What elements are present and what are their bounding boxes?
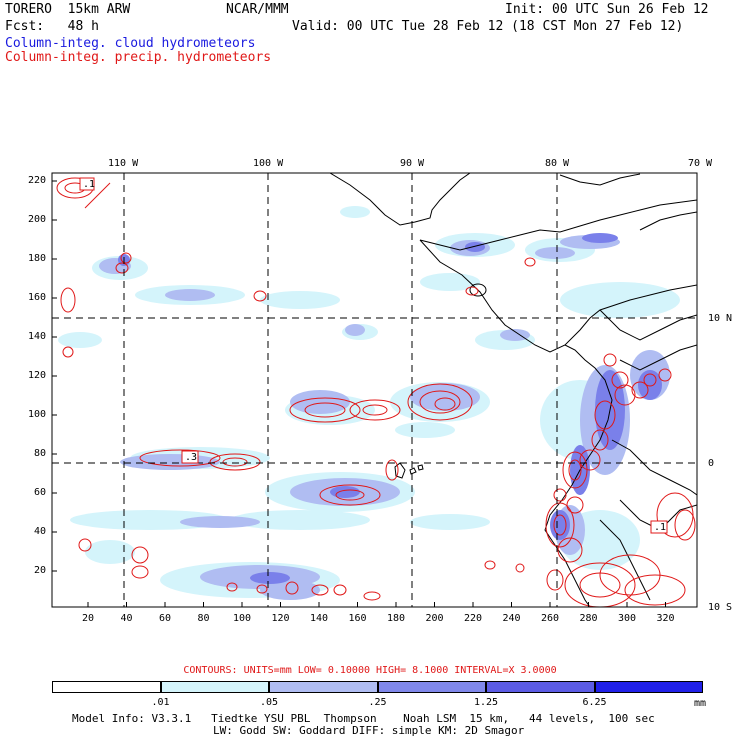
color-bar-tick-label: .01 — [151, 697, 170, 708]
y-tick-label: 40 — [34, 526, 47, 537]
y-tick-label: 80 — [34, 448, 47, 459]
valid-time: Valid: 00 UTC Tue 28 Feb 12 (18 CST Mon … — [292, 19, 684, 34]
color-bar-segment — [486, 681, 595, 693]
lat-label-0: 0 — [708, 458, 715, 469]
contour-label-boxes — [79, 177, 668, 534]
x-tick-label: 80 — [197, 613, 210, 624]
forecast-map — [51, 172, 698, 608]
color-bar-tick-label: .25 — [368, 697, 387, 708]
color-bar-segment — [52, 681, 161, 693]
cloud-hydrometeor-shading — [58, 206, 680, 600]
y-tick-label: 120 — [28, 370, 47, 381]
y-tick-label: 220 — [28, 175, 47, 186]
y-tick-label: 140 — [28, 331, 47, 342]
color-bar-segment — [594, 681, 703, 693]
lon-label-80w: 80 W — [545, 158, 570, 169]
lat-label-10s: 10 S — [708, 602, 733, 613]
y-tick-label: 60 — [34, 487, 47, 498]
model-info-line1: Model Info: V3.3.1 Tiedtke YSU PBL Thomp… — [72, 712, 655, 725]
color-bar-tick-label: 6.25 — [582, 697, 607, 708]
color-bar-tick-label: 1.25 — [473, 697, 499, 708]
contours-info: CONTOURS: UNITS=mm LOW= 0.10000 HIGH= 8.… — [183, 665, 557, 676]
x-tick-label: 100 — [233, 613, 252, 624]
model-name: TORERO 15km ARW — [5, 2, 131, 17]
x-tick-label: 240 — [502, 613, 521, 624]
precip-contours — [56, 177, 696, 607]
lat-lon-grid — [52, 173, 697, 607]
x-tick-label: 140 — [310, 613, 329, 624]
x-tick-label: 280 — [579, 613, 598, 624]
contour-label-2: .3 — [185, 452, 198, 463]
x-tick-label: 220 — [464, 613, 483, 624]
coastlines — [329, 173, 697, 607]
lon-label-70w: 70 W — [688, 158, 713, 169]
x-tick-label: 120 — [271, 613, 290, 624]
color-bar-segment — [160, 681, 269, 693]
y-tick-label: 180 — [28, 253, 47, 264]
lon-label-100w: 100 W — [253, 158, 284, 169]
x-tick-label: 60 — [159, 613, 172, 624]
x-tick-label: 180 — [387, 613, 406, 624]
x-tick-label: 40 — [120, 613, 133, 624]
map-frame — [51, 172, 698, 608]
color-bar-segment — [269, 681, 378, 693]
x-tick-label: 320 — [656, 613, 675, 624]
init-time: Init: 00 UTC Sun 26 Feb 12 — [505, 2, 709, 17]
model-info-line2: LW: Godd SW: Goddard DIFF: simple KM: 2D… — [213, 724, 525, 737]
x-tick-label: 160 — [348, 613, 367, 624]
field-precip-label: Column-integ. precip. hydrometeors — [5, 50, 272, 65]
contour-label-3: .1 — [654, 522, 667, 533]
y-tick-label: 200 — [28, 214, 47, 225]
field-cloud-label: Column-integ. cloud hydrometeors — [5, 36, 256, 51]
x-tick-label: 260 — [541, 613, 560, 624]
y-tick-label: 100 — [28, 409, 47, 420]
lon-label-90w: 90 W — [400, 158, 425, 169]
forecast-hour: Fcst: 48 h — [5, 19, 99, 34]
x-tick-label: 20 — [82, 613, 95, 624]
center-name: NCAR/MMM — [226, 2, 289, 17]
color-bar-units: mm — [694, 698, 707, 709]
lat-label-10n: 10 N — [708, 313, 733, 324]
lon-label-110w: 110 W — [108, 158, 139, 169]
contour-label-1: .1 — [83, 179, 96, 190]
y-tick-label: 160 — [28, 292, 47, 303]
x-tick-label: 200 — [425, 613, 444, 624]
y-tick-label: 20 — [34, 565, 47, 576]
x-tick-label: 300 — [618, 613, 637, 624]
color-bar-segment — [377, 681, 486, 693]
color-bar-tick-label: .05 — [259, 697, 279, 708]
